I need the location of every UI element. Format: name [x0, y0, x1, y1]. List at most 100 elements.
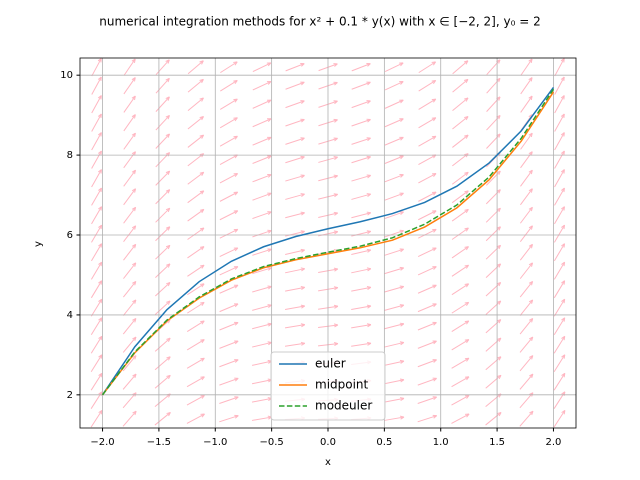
arrow-head [431, 98, 437, 103]
arrow-head [333, 341, 339, 347]
arrow-head [200, 283, 205, 288]
arrow-head [233, 284, 239, 289]
arrow-head [399, 174, 404, 178]
direction-arrow [520, 132, 533, 150]
arrow-head [165, 133, 171, 138]
direction-arrow [285, 212, 305, 219]
arrow-head [431, 79, 437, 85]
arrow-head [366, 62, 371, 67]
arrow-head [97, 95, 102, 100]
direction-arrow [451, 394, 470, 406]
x-tick-label: −1.0 [203, 437, 227, 448]
arrow-head [165, 59, 170, 64]
direction-arrow [351, 212, 371, 219]
direction-arrow [519, 336, 534, 353]
legend-label: modeuler [315, 399, 372, 413]
direction-arrow [384, 136, 404, 146]
arrow-head [333, 267, 339, 272]
direction-arrow [520, 58, 533, 76]
direction-arrow [384, 211, 404, 220]
arrow-head [233, 247, 239, 252]
direction-arrow [451, 264, 469, 277]
arrow-head [132, 299, 137, 304]
arrow-head [131, 225, 137, 230]
direction-arrow [418, 191, 437, 202]
direction-arrow [553, 373, 566, 391]
arrow-head [399, 266, 405, 271]
direction-arrow [122, 318, 137, 335]
direction-arrow [384, 286, 404, 293]
direction-arrow [91, 243, 103, 262]
arrow-head [300, 341, 306, 346]
direction-arrow [452, 134, 469, 148]
arrow-head [464, 264, 469, 269]
arrow-head [528, 262, 534, 267]
direction-arrow [123, 169, 136, 187]
arrow-head [98, 243, 103, 248]
arrow-head [464, 394, 470, 399]
arrow-head [233, 135, 238, 140]
direction-arrow [123, 151, 136, 169]
arrow-head [465, 413, 470, 418]
arrow-head [267, 248, 272, 253]
arrow-head [560, 187, 565, 193]
arrow-head [399, 136, 404, 141]
arrow-head [399, 397, 405, 402]
x-tick-label: 1.5 [489, 437, 505, 448]
direction-arrow [251, 397, 272, 403]
arrow-head [528, 225, 533, 230]
direction-arrow [285, 100, 305, 109]
direction-arrow [418, 117, 437, 129]
arrow-head [98, 317, 103, 322]
direction-arrow [285, 286, 305, 292]
direction-arrow [155, 263, 171, 278]
direction-arrow [122, 336, 137, 353]
direction-arrow [284, 324, 305, 329]
arrow-head [333, 137, 338, 142]
direction-arrow [285, 249, 305, 255]
direction-arrow [219, 322, 239, 331]
direction-arrow [351, 268, 371, 274]
arrow-head [561, 335, 566, 341]
arrow-head [132, 318, 137, 323]
arrow-head [300, 323, 306, 328]
direction-arrow [451, 246, 469, 259]
arrow-head [233, 61, 238, 66]
y-tick-label: 8 [67, 150, 73, 161]
arrow-head [267, 118, 272, 123]
arrow-head [497, 411, 502, 417]
arrow-head [431, 117, 437, 122]
direction-arrow [384, 62, 404, 73]
arrow-head [233, 191, 239, 196]
x-tick-label: 0.0 [320, 437, 336, 448]
arrow-head [300, 118, 305, 123]
direction-arrow [187, 78, 204, 93]
arrow-head [199, 246, 205, 251]
arrow-head [132, 410, 137, 416]
arrow-head [561, 298, 566, 304]
arrow-head [528, 243, 533, 249]
direction-arrow [519, 281, 534, 298]
arrow-head [432, 247, 437, 252]
arrow-head [234, 303, 239, 308]
arrow-head [300, 267, 306, 272]
direction-arrow [519, 206, 533, 224]
arrow-head [200, 357, 205, 362]
arrow-head [234, 359, 239, 363]
arrow-head [300, 62, 305, 67]
arrow-head [199, 190, 205, 195]
direction-arrow [554, 58, 565, 77]
direction-arrow [384, 192, 404, 201]
arrow-head [267, 192, 272, 197]
direction-arrow [384, 360, 405, 366]
direction-arrow [554, 206, 565, 225]
arrow-head [366, 230, 372, 235]
y-tick-label: 4 [67, 310, 73, 321]
arrow-head [399, 359, 405, 364]
direction-arrow [417, 303, 437, 313]
arrow-head [267, 229, 272, 234]
arrow-head [432, 321, 437, 326]
arrow-head [300, 81, 305, 86]
direction-arrow [485, 319, 502, 334]
